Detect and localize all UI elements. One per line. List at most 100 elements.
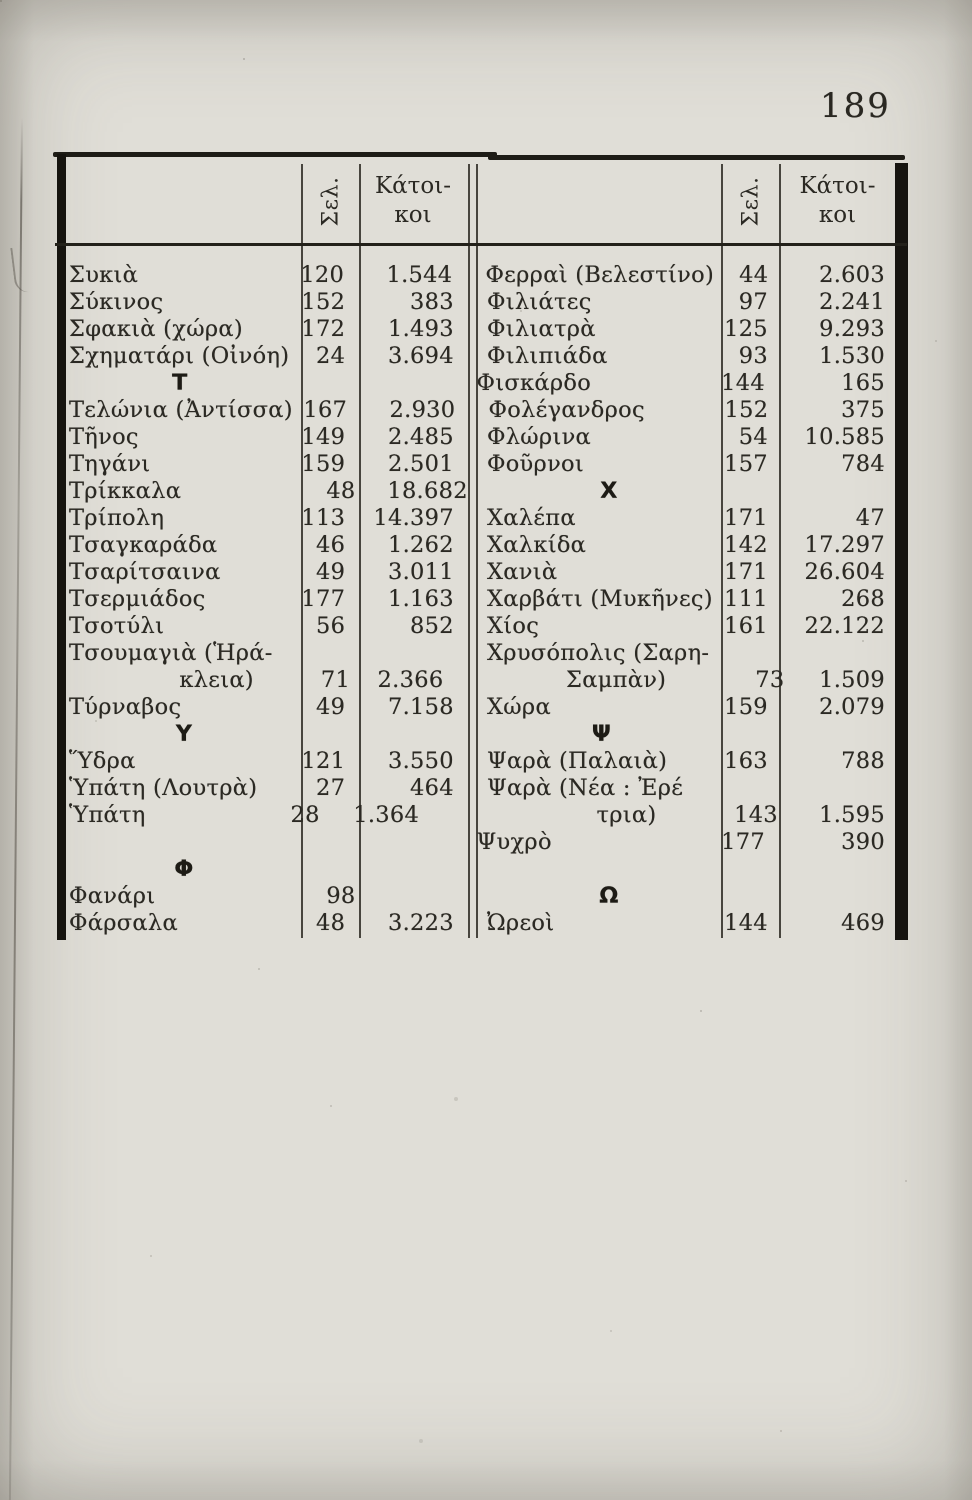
empty-cell (302, 721, 360, 748)
place-name: Σχηματάρι (Οἰνόη) (69, 343, 290, 369)
population: 10.585 (804, 424, 885, 450)
table-row: Τελώνια (Ἀντίσσα) 167 2.930 Φολέγανδρος 152 3… (66, 397, 895, 424)
page-ref (713, 640, 777, 667)
empty-cell (780, 856, 895, 883)
divider-gap (463, 694, 477, 721)
page-ref: 24 (316, 343, 346, 369)
population: 17.297 (804, 532, 885, 558)
place-name: Συκιὰ (69, 262, 139, 288)
divider-gap (463, 559, 477, 586)
divider-gap (463, 532, 477, 559)
population: 165 (841, 370, 885, 396)
page-ref: 49 (316, 559, 346, 585)
table-row: Τσουμαγιὰ (Ἡρά- Χρυσόπολις (Σαρη- (66, 640, 895, 667)
table-body: Συκιὰ 120 1.544 Φερραὶ (Βελεστίνο) 44 2.603 Σύ… (66, 262, 895, 937)
place-name: Χανιὰ (486, 559, 558, 585)
table-row: Τύρναβος 49 7.158 Χώρα 159 2.079 (66, 694, 895, 721)
page-ref: 48 (326, 478, 356, 504)
table-header: Σελ. Κάτοι- κοι Σελ. Κάτοι- κοι (66, 160, 895, 243)
top-rule-right-segment (488, 155, 905, 160)
page-ref: 152 (301, 289, 346, 315)
table-row: Τσοτύλι 56 852 Χίος 161 22.122 (66, 613, 895, 640)
empty-cell (726, 478, 783, 505)
place-name: Φάρσαλα (69, 910, 178, 936)
table-row: Ὑπάτη 28 1.364 τρια) 143 1.595 (66, 802, 895, 829)
places-index-table: Σελ. Κάτοι- κοι Σελ. Κάτοι- κοι Συκιὰ 120… (53, 150, 908, 942)
page-ref: 73 (755, 667, 785, 693)
page-ref: 167 (303, 397, 348, 423)
divider-gap (463, 343, 477, 370)
population: 464 (410, 775, 454, 801)
empty-cell (302, 856, 360, 883)
divider-gap (461, 262, 475, 289)
population: 2.603 (819, 262, 886, 288)
population: 390 (841, 829, 885, 855)
empty-header-cell (66, 160, 302, 243)
page-ref: 171 (724, 505, 768, 531)
population (354, 640, 463, 667)
divider-gap (466, 856, 481, 883)
population: 18.682 (387, 478, 468, 504)
divider-gap (463, 451, 477, 478)
sel-label: Σελ. (318, 176, 344, 227)
divider-gap (477, 883, 492, 910)
table-row: Σχηματάρι (Οἰνόη) 24 3.694 Φιλιπιάδα 93 1.530 (66, 343, 895, 370)
population: 9.293 (819, 316, 885, 342)
table-row: Συκιὰ 120 1.544 Φερραὶ (Βελεστίνο) 44 2.603 (66, 262, 895, 289)
divider-gap (463, 316, 477, 343)
divider-gap (463, 613, 477, 640)
page-ref: 120 (300, 262, 345, 288)
top-rule-left-segment (53, 152, 497, 157)
page-ref: 159 (724, 694, 768, 720)
place-name: Φιλιπιάδα (486, 343, 608, 369)
empty-cell (783, 883, 895, 910)
population: 469 (841, 910, 885, 936)
place-name: Τρίκκαλα (69, 478, 182, 504)
page-ref: 149 (301, 424, 346, 450)
population: 2.930 (389, 397, 456, 423)
page-ref: 46 (316, 532, 346, 558)
place-name: Τρίπολη (69, 505, 165, 531)
page-ref: 27 (316, 775, 346, 801)
divider-gap (463, 640, 477, 667)
table-row: Τῆνος 149 2.485 Φλώρινα 54 10.585 (66, 424, 895, 451)
population: 1.595 (819, 802, 886, 828)
page-ref: 157 (724, 451, 768, 477)
population: 852 (410, 613, 454, 639)
place-name: Φοῦρνοι (486, 451, 585, 477)
population: 3.550 (387, 748, 454, 774)
divider-gap (428, 802, 441, 829)
place-name: Σφακιὰ (χώρα) (69, 316, 243, 342)
table-row: Τσερμιάδος 177 1.163 Χαρβάτι (Μυκῆνες) 111 26… (66, 586, 895, 613)
place-name: Φερραὶ (Βελεστίνο) (485, 262, 715, 288)
inhabitants-label-line1: Κάτοι- (374, 173, 452, 199)
table-row: Τηγάνι 159 2.501 Φοῦρνοι 157 784 (66, 451, 895, 478)
place-name: Σύκινος (69, 289, 164, 315)
population (777, 640, 895, 667)
divider-gap (463, 289, 477, 316)
population: 1.493 (387, 316, 454, 342)
population: 3.011 (387, 559, 454, 585)
divider-gap (452, 370, 466, 397)
table-row: Ψυχρὸ 177 390 (66, 829, 895, 856)
column-rule (721, 164, 723, 938)
place-name: Τσουμαγιὰ (Ἡρά- (69, 640, 273, 666)
table-row: Σφακιὰ (χώρα) 172 1.493 Φιλιατρὰ 125 9.293 (66, 316, 895, 343)
page-ref: 49 (316, 694, 346, 720)
page-ref: 171 (724, 559, 768, 585)
page-ref: 98 (326, 883, 356, 909)
empty-cell (360, 721, 466, 748)
page-ref: 28 (290, 802, 320, 828)
divider-gap (463, 586, 477, 613)
page-ref: 54 (738, 424, 768, 450)
page-ref: 125 (724, 316, 768, 342)
place-name: Τσερμιάδος (69, 586, 206, 612)
page-ref: 56 (316, 613, 346, 639)
place-name: Τύρναβος (69, 694, 182, 720)
page-ref: 163 (724, 748, 768, 774)
place-name: Χαλέπα (486, 505, 576, 531)
place-name: Χρυσόπολις (Σαρη- (486, 640, 710, 666)
empty-cell (722, 721, 780, 748)
population: 2.079 (819, 694, 885, 720)
